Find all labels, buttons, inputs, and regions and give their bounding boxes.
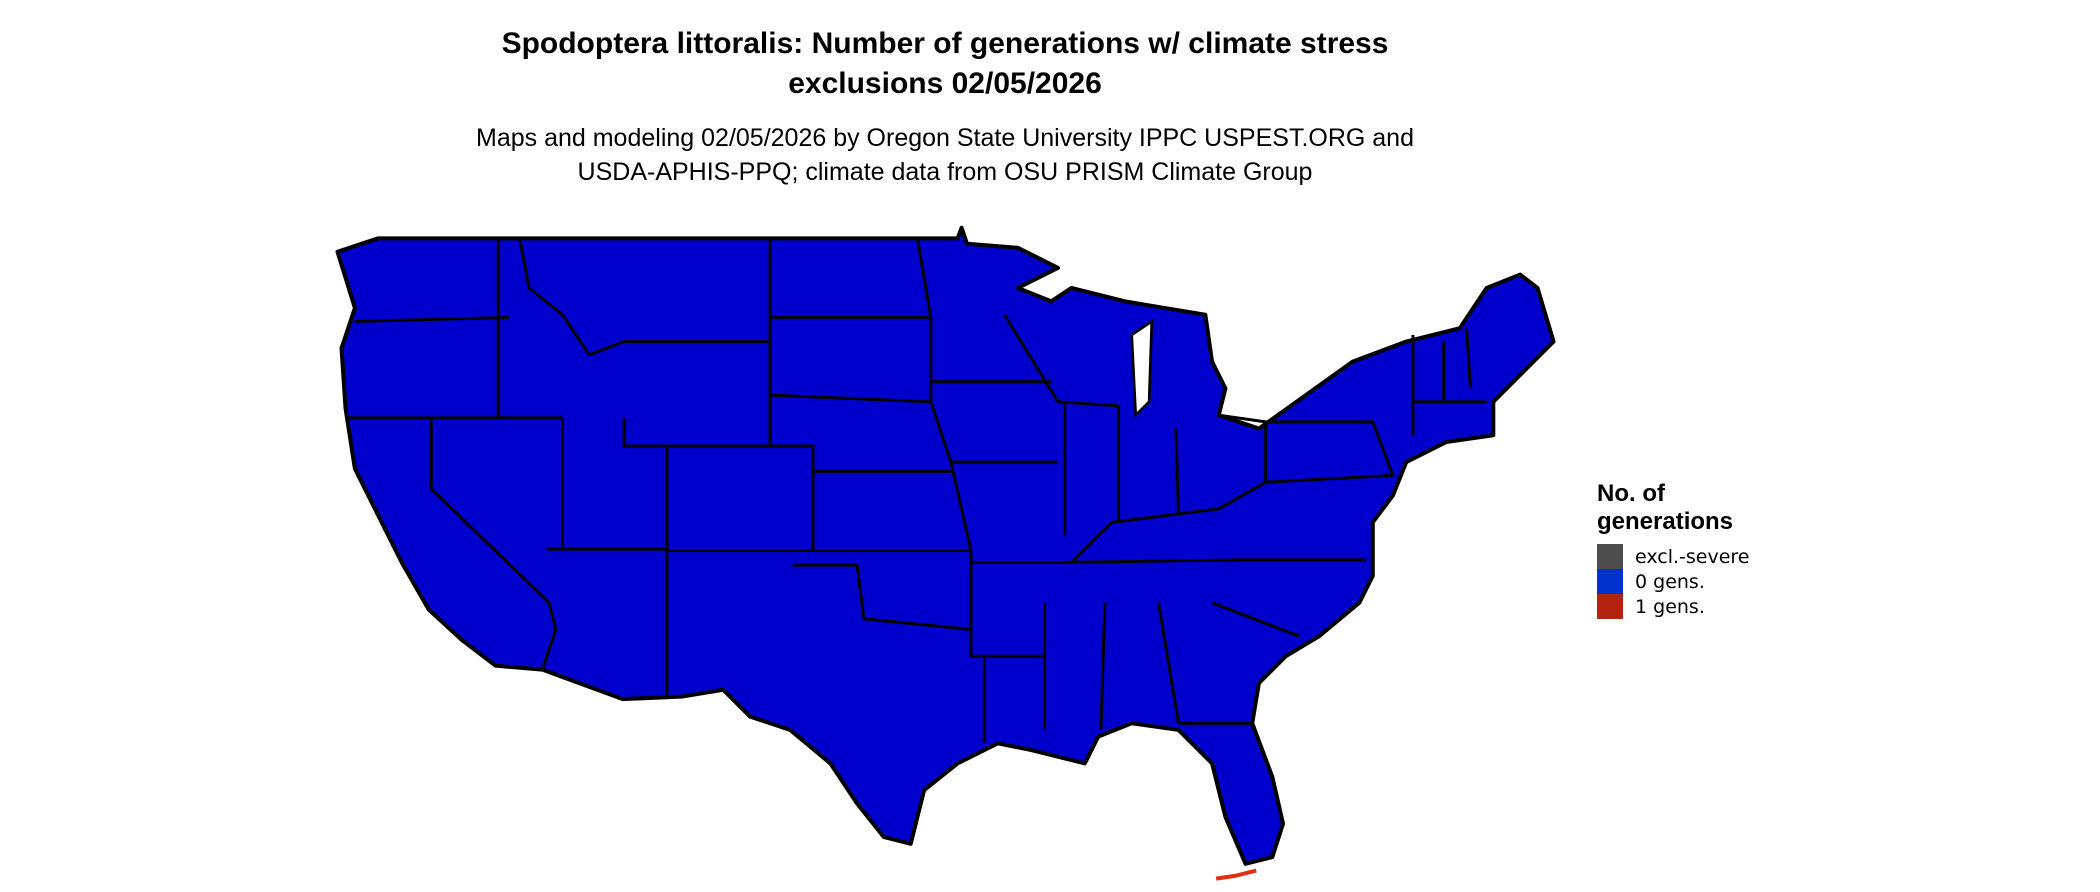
legend-item-0-gens: 0 gens. (1597, 569, 1797, 594)
legend-label: 1 gens. (1635, 595, 1705, 618)
florida-tip-1-gen-area (1215, 868, 1257, 881)
legend-item-1-gens: 1 gens. (1597, 594, 1797, 619)
map-subtitle: Maps and modeling 02/05/2026 by Oregon S… (345, 121, 1545, 189)
title-line-1: Spodoptera littoralis: Number of generat… (501, 27, 1389, 60)
legend-title-line-1: No. of (1597, 480, 1665, 507)
legend-swatch (1597, 569, 1623, 594)
map-title: Spodoptera littoralis: Number of generat… (345, 24, 1545, 104)
legend-label: 0 gens. (1635, 570, 1705, 593)
lake-michigan (1130, 318, 1154, 419)
legend-item-excl-severe: excl.-severe (1597, 544, 1797, 569)
legend-title-line-2: generations (1597, 508, 1734, 535)
legend-title: No. of generations (1597, 480, 1797, 536)
us-outline (335, 225, 1556, 866)
subtitle-line-1: Maps and modeling 02/05/2026 by Oregon S… (476, 124, 1414, 152)
legend: No. of generations excl.-severe 0 gens. … (1597, 480, 1797, 619)
legend-swatch (1597, 594, 1623, 619)
title-line-2: exclusions 02/05/2026 (788, 67, 1102, 100)
state-borders (345, 238, 1487, 744)
legend-label: excl.-severe (1635, 545, 1750, 568)
legend-swatch (1597, 544, 1623, 569)
subtitle-line-2: USDA-APHIS-PPQ; climate data from OSU PR… (577, 158, 1313, 186)
